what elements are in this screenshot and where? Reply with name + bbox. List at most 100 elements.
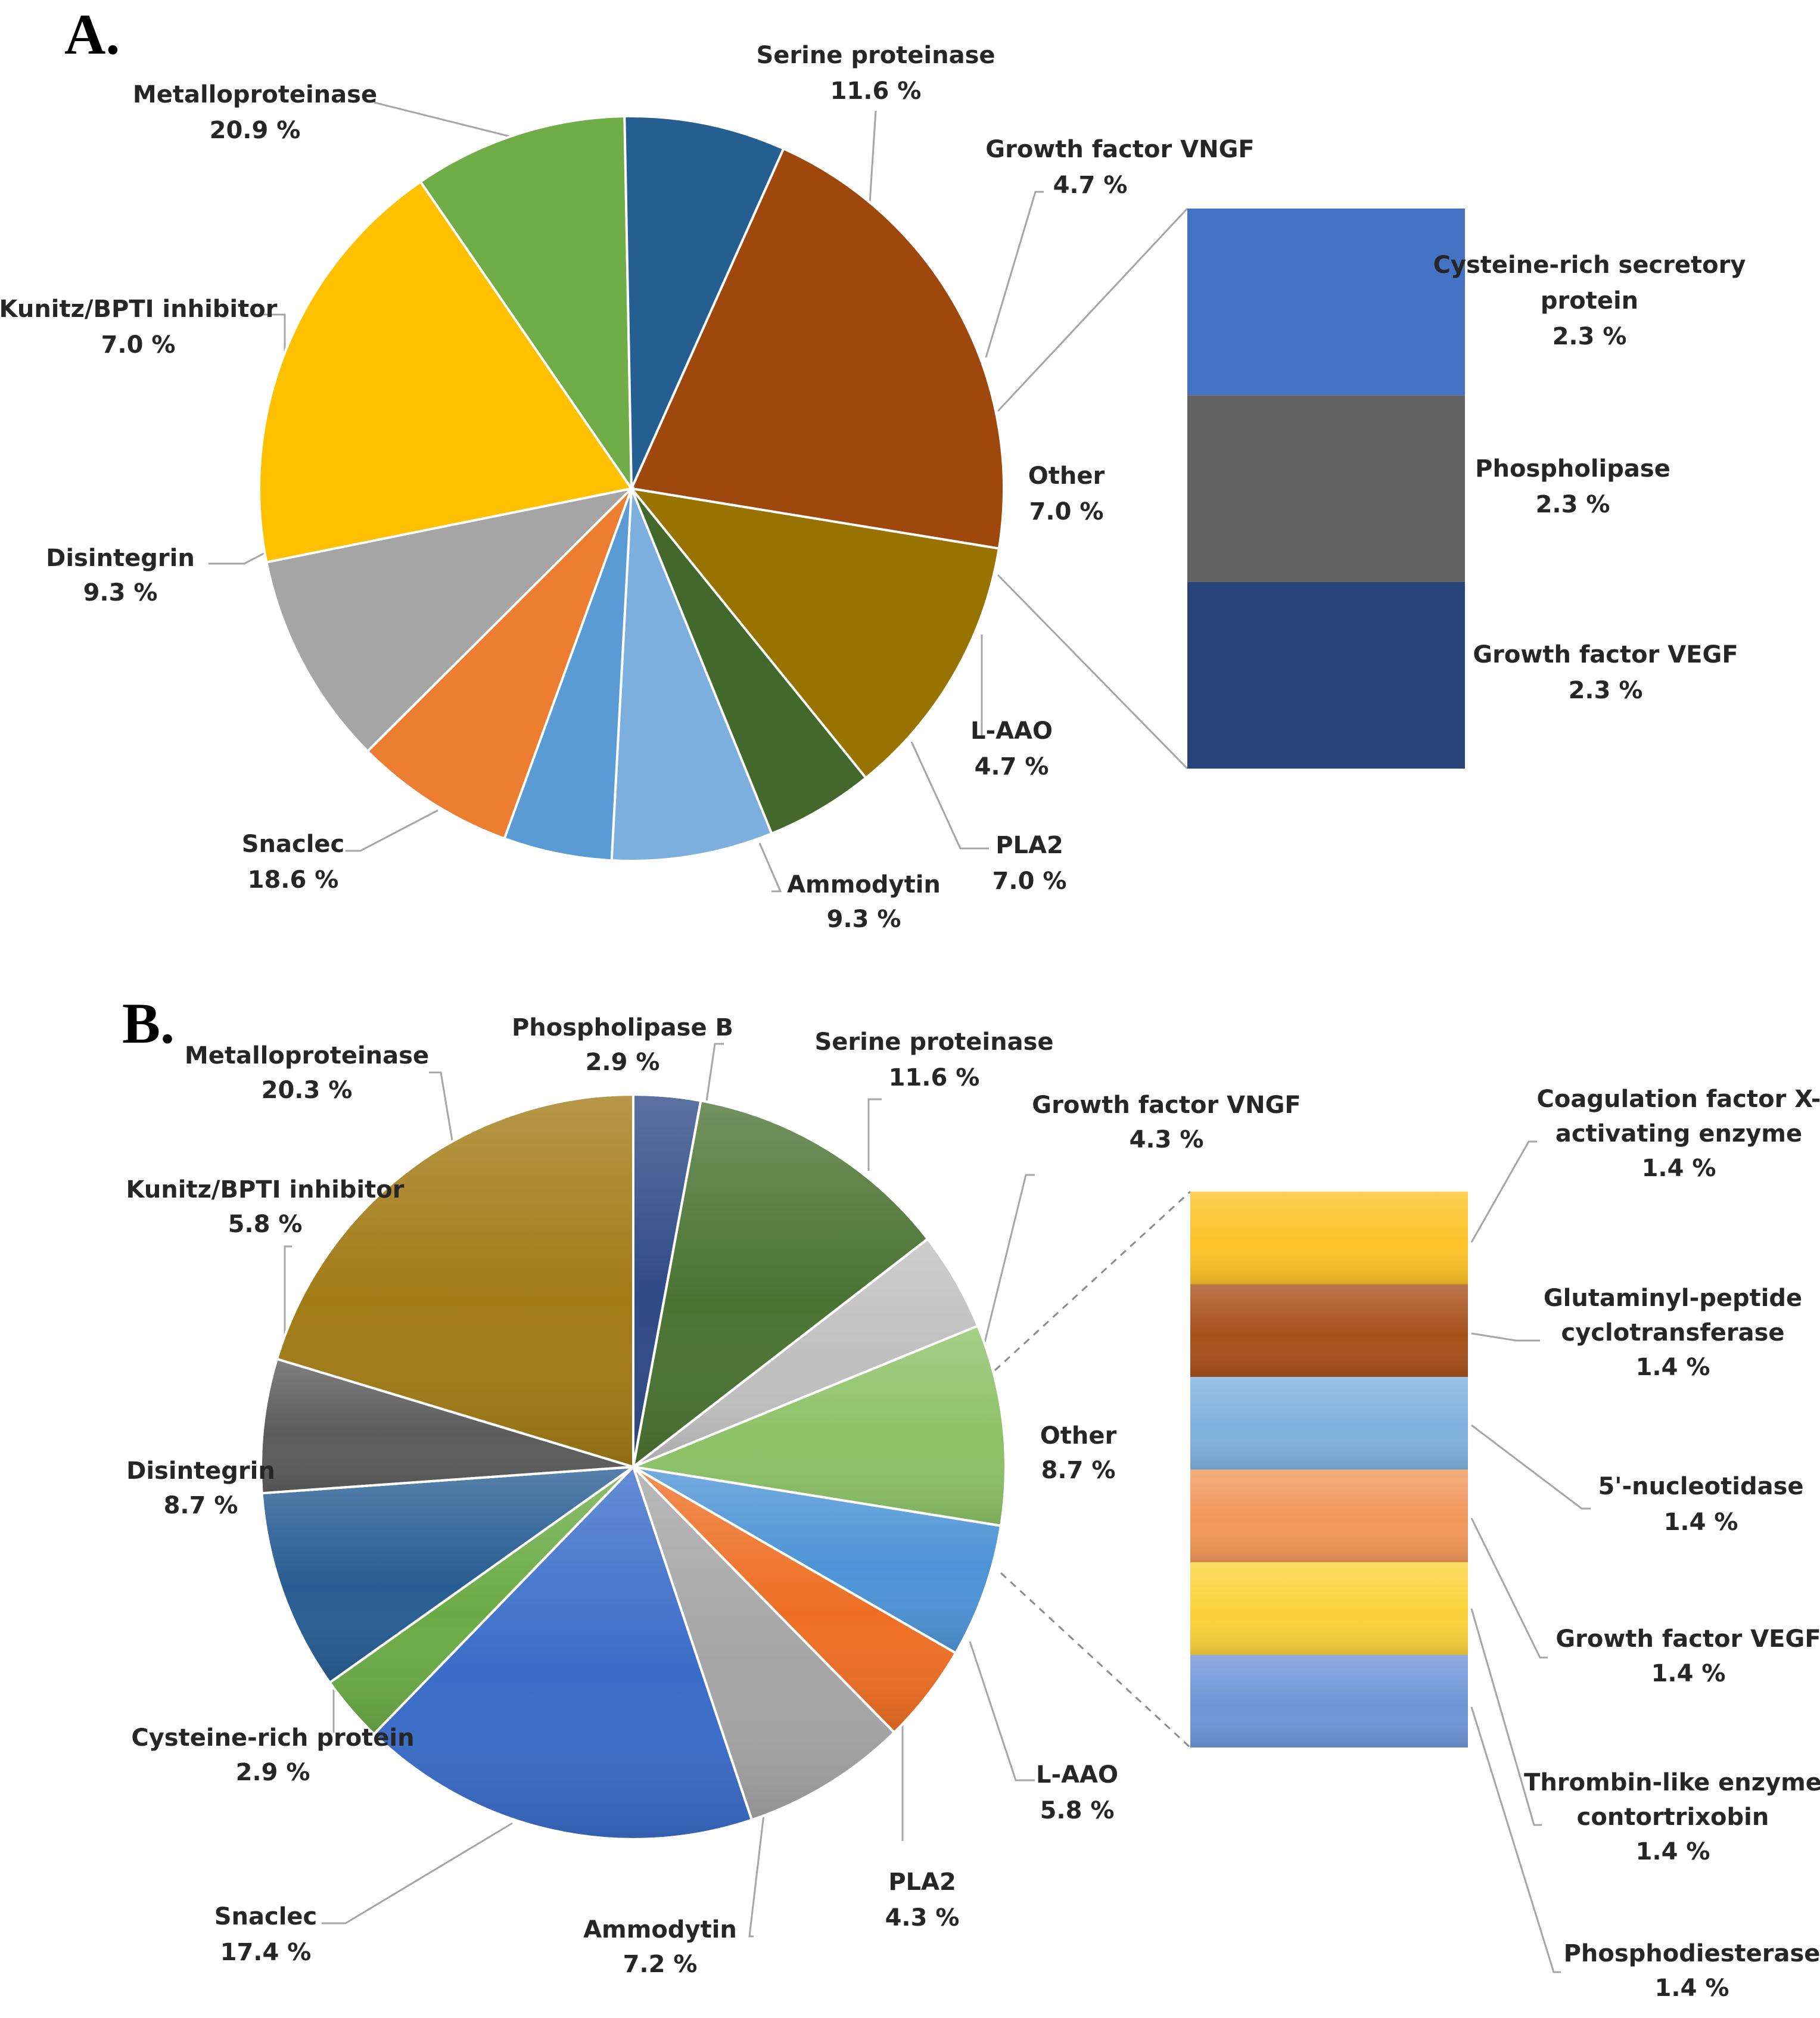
panel-a-bar-label-growth-factor-vegf-line1: Growth factor VEGF [1473,641,1738,668]
panel-b-value-ammodytin: 7.2 % [623,1951,698,1978]
panel-b-bar-label-glutaminyl-peptide-cyclotransferase-line1: Glutaminyl-peptide [1544,1285,1802,1312]
panel-b-leader-ammodytin [748,1799,767,1938]
panel-a-bar-segment-cysteine-rich-secretory-protein [1187,209,1465,396]
panel-b-leader-metalloproteinase [429,1071,454,1145]
panel-b-bar-value-coagulation-factor-x-activating-enzyme: 1.4 % [1642,1155,1716,1182]
panel-b-value-cysteine-rich-protein: 2.9 % [236,1759,310,1786]
panel-b-bar-label-5-nucleotidase-line1: 5'-nucleotidase [1598,1473,1803,1500]
panel-b-bar-leader-coagulation-factor-x-activating-enzyme [1470,1140,1537,1243]
panel-b-leader-growth-factor-vngf [982,1174,1035,1350]
panel-a-value-ammodytin: 9.3 % [827,906,901,933]
panel-a-label-kunitz-bpti-inhibitor: Kunitz/BPTI inhibitor [0,296,278,323]
panel-b-slice-shading-other [629,1324,1007,1528]
panel-b-label-phospholipase-b: Phospholipase B [512,1014,733,1041]
panel-a-value-snaclec: 18.6 % [248,866,339,894]
panel-b-bar-segment-shading-coagulation-factor-x-activating-enzyme [1190,1192,1468,1285]
panel-b-value-phospholipase-b: 2.9 % [586,1049,660,1076]
panel-b-bar-leader-phosphodiesterase [1470,1706,1561,1973]
panel-b-slice-shading-kunitz-bpti-inhibitor [260,1357,634,1495]
panel-b-value-serine-proteinase: 11.6 % [889,1064,980,1092]
panel-a-slice-disintegrin [419,115,633,493]
panel-b-slice-shading-l-aao [633,1466,1003,1655]
panel-b-bar-leader-thrombin-like-enzyme-contortrixobin [1470,1608,1542,1826]
panel-b-bar-segment-shading-glutaminyl-peptide-cyclotransferase [1190,1284,1468,1377]
panel-a-value-serine-proteinase: 11.6 % [830,77,922,105]
panel-b-bar-label-glutaminyl-peptide-cyclotransferase-line2: cyclotransferase [1561,1319,1785,1347]
panel-a-leader-growth-factor-vngf [985,191,1044,358]
panel-b-value-other: 8.7 % [1041,1457,1116,1484]
panel-b-leader-phospholipase-b [705,1043,724,1106]
panel-b-label-snaclec: Snaclec [214,1903,318,1930]
panel-b-bar-leader-5-nucleotidase [1471,1424,1591,1510]
panel-a-value-metalloproteinase: 20.9 % [210,117,301,144]
panel-b-leader-snaclec [322,1822,513,1924]
panel-a-bar-value-cysteine-rich-secretory-protein: 2.3 % [1553,323,1627,350]
panel-a-slice-l-aao [503,488,633,862]
panel-a-label-growth-factor-vngf: Growth factor VNGF [985,136,1254,163]
panel-b-slice-shading-pla2 [632,1466,958,1734]
panel-a-value-growth-factor-vngf: 4.7 % [1053,172,1128,199]
chart-marks [258,115,1468,1840]
panel-a-leader-snaclec [346,809,438,852]
panel-b-label-pla2: PLA2 [888,1868,956,1896]
panel-b-bar-segment-shading-5-nucleotidase [1190,1377,1468,1470]
panel-b-value-l-aao: 5.8 % [1040,1797,1115,1824]
panel-b-value-kunitz-bpti-inhibitor: 5.8 % [228,1211,303,1238]
panel-a-slice-other [610,488,773,862]
panel-a-bar-segment-phospholipase [1187,395,1465,582]
panel-b-letter: B. [122,991,175,1055]
panel-a-leader-ammodytin [758,842,782,893]
panel-a-value-l-aao: 4.7 % [975,753,1049,781]
panel-a-label-ammodytin: Ammodytin [787,871,941,898]
panel-b-bar-value-glutaminyl-peptide-cyclotransferase: 1.4 % [1636,1354,1710,1381]
panel-a-slice-ammodytin [265,486,636,753]
panel-a-leader-serine-proteinase [869,110,877,203]
panel-b-label-metalloproteinase: Metalloproteinase [185,1042,429,1069]
panel-b-value-snaclec: 17.4 % [220,1939,312,1966]
panel-b-bar-label-coagulation-factor-x-activating-enzyme-line1: Coagulation factor X- [1537,1086,1820,1113]
panel-a-slice-serine-proteinase [629,487,1001,780]
panel-a-bar-segment-growth-factor-vegf [1187,582,1465,769]
panel-a-slice-snaclec [258,180,634,564]
leader-lines [209,101,1591,1973]
panel-a-letter: A. [64,2,120,66]
panel-b-bar-label-growth-factor-vegf-line1: Growth factor VEGF [1555,1625,1820,1653]
panel-b-slice-shading-growth-factor-vngf [632,1237,980,1468]
panel-b-slice-shading-ammodytin [632,1466,896,1822]
panel-a-label-l-aao: L-AAO [970,717,1053,745]
panel-a-value-disintegrin: 9.3 % [83,579,158,607]
panel-b-bar-label-thrombin-like-enzyme-contortrixobin-line1: Thrombin-like enzyme [1524,1769,1820,1796]
panel-b-leader-l-aao [969,1641,1035,1781]
panel-b-label-other: Other [1040,1422,1117,1450]
panel-a-leader-kunitz-bpti-inhibitor [262,313,286,352]
panel-b-bar-value-5-nucleotidase: 1.4 % [1664,1509,1738,1536]
panel-a-label-snaclec: Snaclec [242,831,345,858]
panel-b-other-connector-bottom [1000,1572,1191,1749]
panel-a-bar-label-phospholipase-line1: Phospholipase [1475,455,1670,483]
panel-b-label-disintegrin: Disintegrin [126,1457,275,1485]
panel-b-value-disintegrin: 8.7 % [164,1492,238,1519]
panel-a-label-disintegrin: Disintegrin [46,545,195,572]
panel-a-value-kunitz-bpti-inhibitor: 7.0 % [101,331,176,359]
panel-b-slice-shading-metalloproteinase [275,1093,634,1469]
panel-b-bar-segment-shading-phosphodiesterase [1190,1655,1468,1748]
panel-a-other-connector-top [997,207,1189,412]
panel-a-bar-label-cysteine-rich-secretory-protein-line2: protein [1541,287,1638,315]
panel-a-bar-label-cysteine-rich-secretory-protein-line1: Cysteine-rich secretory [1433,251,1746,279]
panel-a-slice-growth-factor-vngf [630,487,868,835]
panel-b-bar-leader-glutaminyl-peptide-cyclotransferase [1471,1332,1540,1342]
panel-b-bar-value-growth-factor-vegf: 1.4 % [1651,1660,1726,1687]
panel-a-label-metalloproteinase: Metalloproteinase [133,81,377,108]
panel-b-value-pla2: 4.3 % [885,1904,960,1932]
panel-a-leader-metalloproteinase [374,101,513,138]
panel-b-label-serine-proteinase: Serine proteinase [814,1028,1053,1056]
panel-b-label-growth-factor-vngf: Growth factor VNGF [1032,1092,1301,1119]
panel-a-label-pla2: PLA2 [995,832,1063,859]
panel-b-bar-value-thrombin-like-enzyme-contortrixobin: 1.4 % [1636,1838,1710,1865]
panel-b-other-connector-top [994,1190,1191,1372]
panel-b-slice-shading-snaclec [372,1464,754,1840]
panel-a-value-other: 7.0 % [1029,498,1104,526]
panel-a-other-connector-bottom [997,574,1189,770]
